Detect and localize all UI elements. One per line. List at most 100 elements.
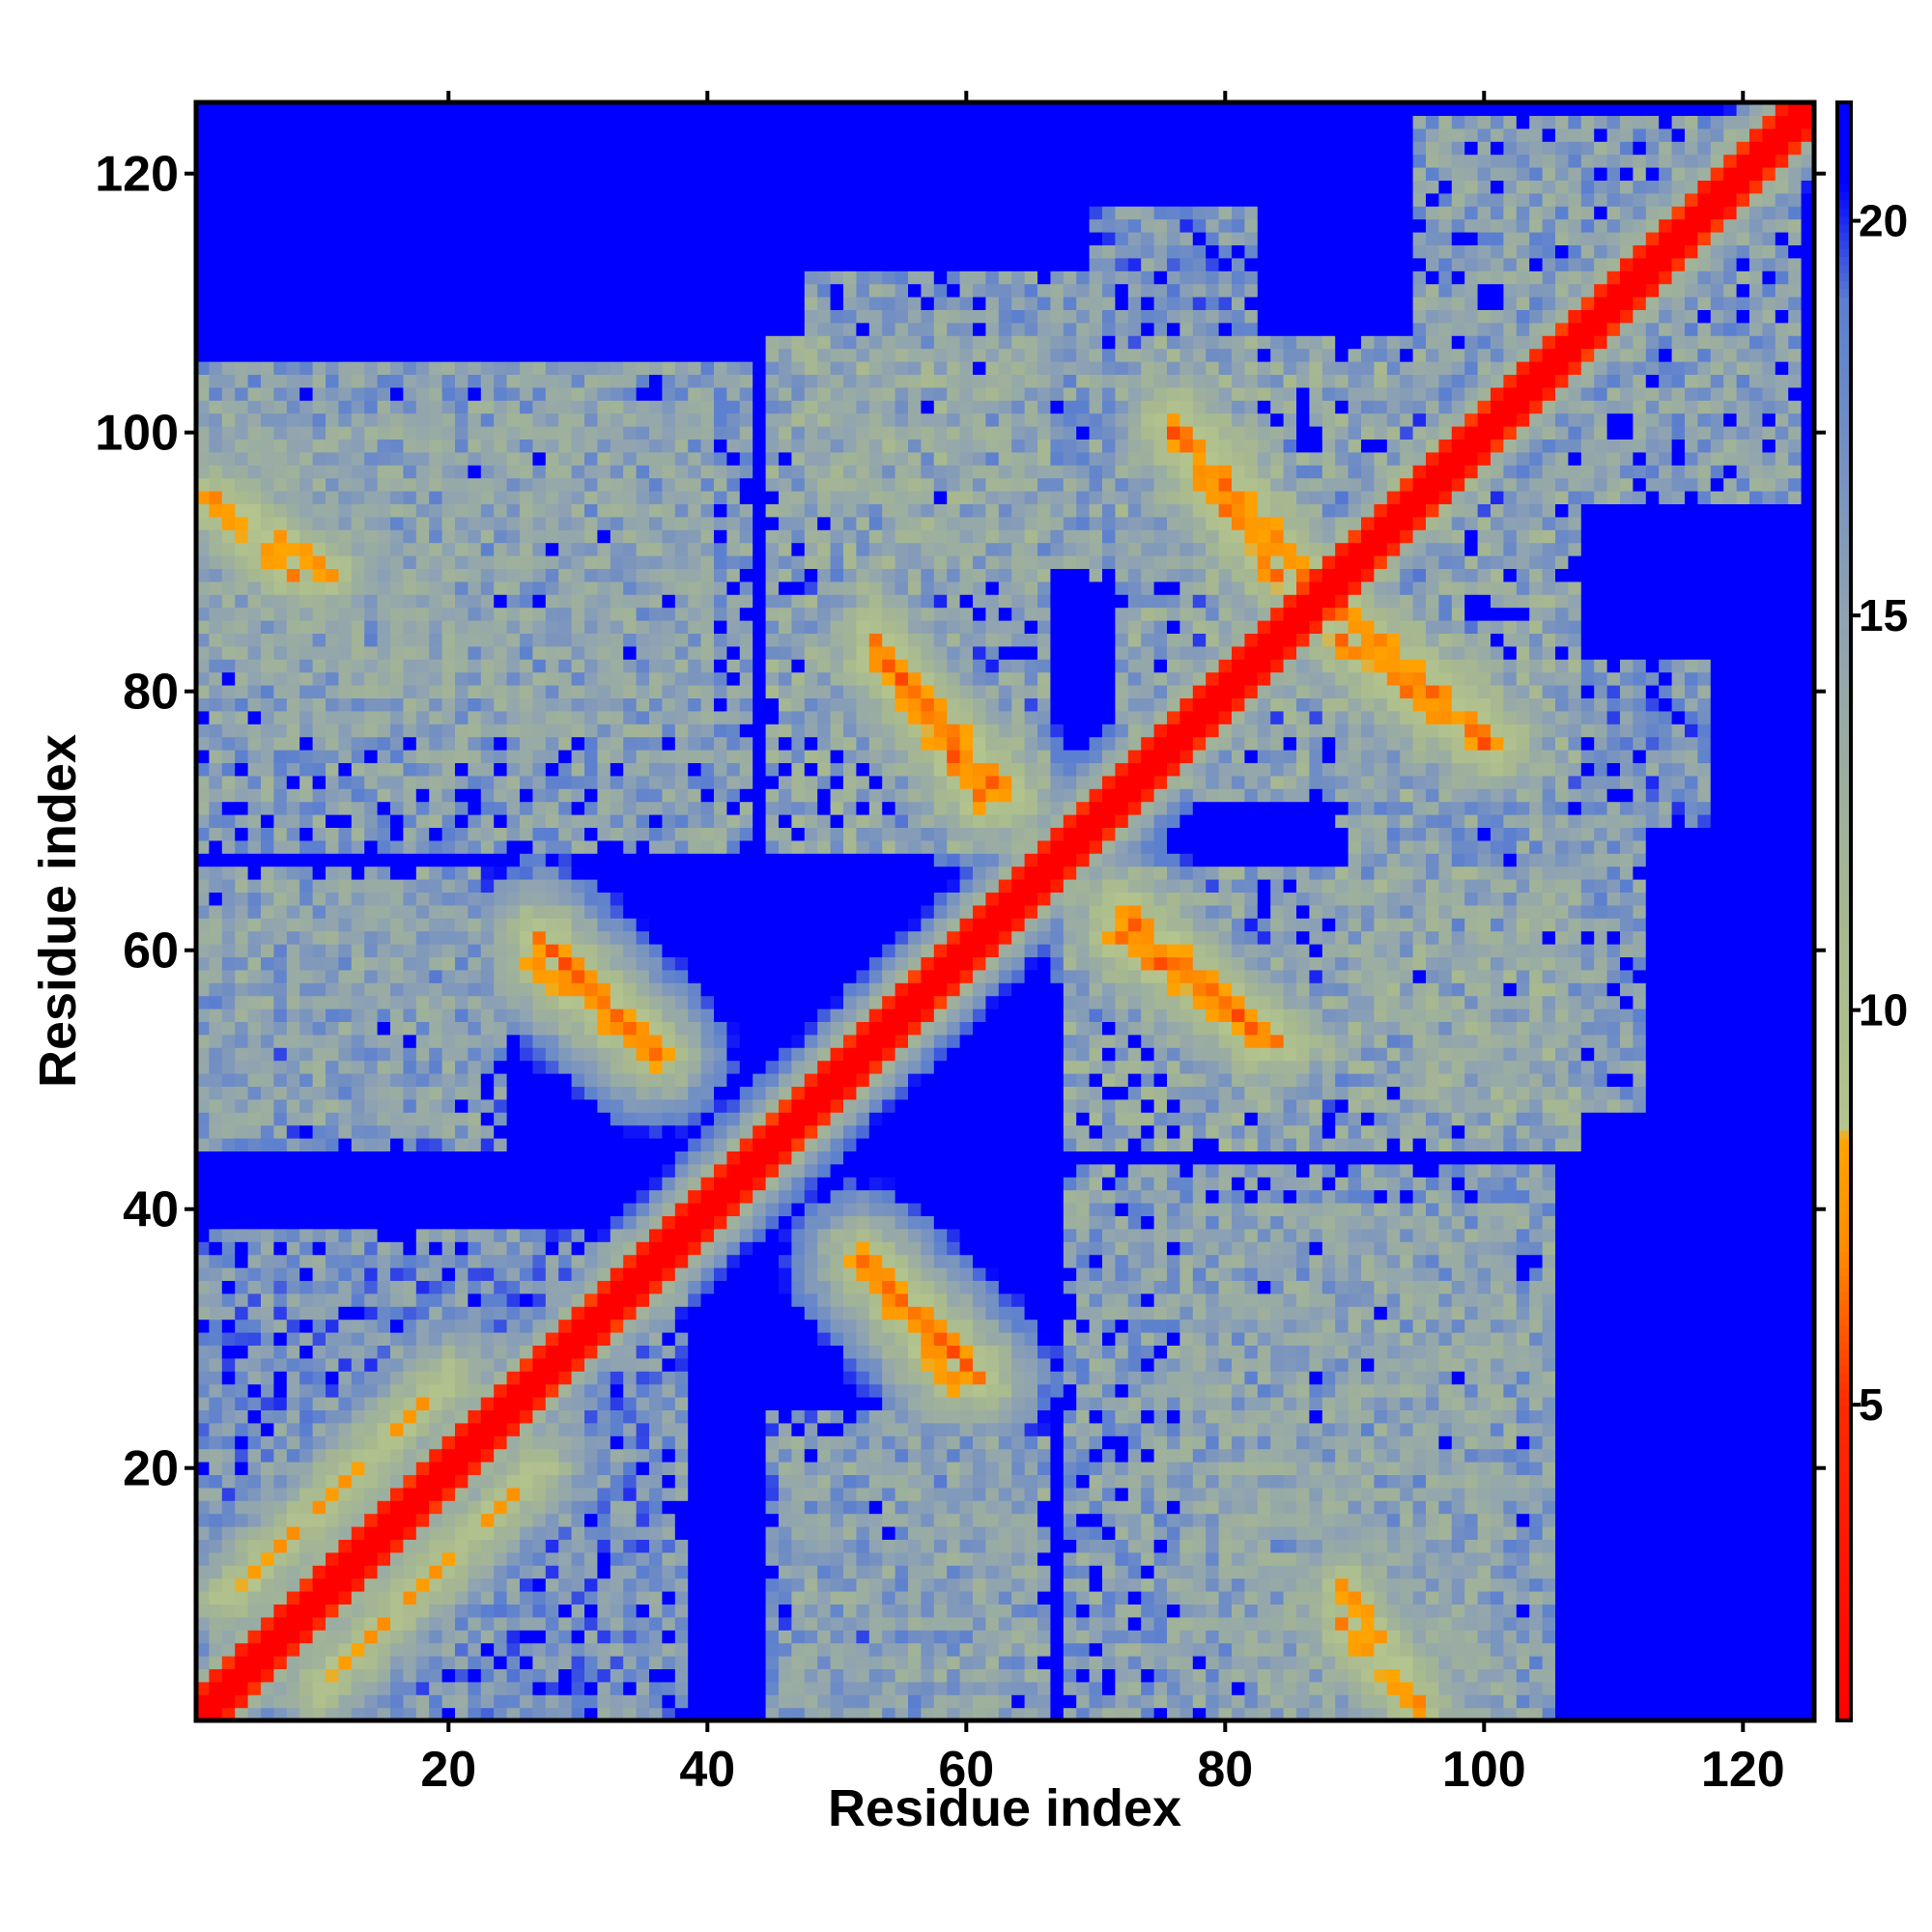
heatmap-cell bbox=[520, 724, 533, 738]
heatmap-cell bbox=[558, 1280, 573, 1294]
heatmap-cell bbox=[273, 542, 288, 556]
heatmap-cell bbox=[494, 167, 508, 181]
heatmap-cell bbox=[351, 386, 365, 401]
heatmap-cell bbox=[506, 1073, 521, 1087]
heatmap-cell bbox=[299, 218, 314, 233]
heatmap-cell bbox=[545, 439, 559, 453]
heatmap-cell bbox=[688, 982, 702, 997]
heatmap-cell bbox=[390, 1021, 404, 1036]
heatmap-cell bbox=[312, 1189, 327, 1204]
heatmap-cell bbox=[390, 1357, 404, 1372]
heatmap-cell bbox=[261, 1474, 274, 1489]
heatmap-cell bbox=[610, 309, 624, 324]
heatmap-cell bbox=[415, 232, 430, 245]
heatmap-cell bbox=[597, 322, 611, 336]
heatmap-cell bbox=[299, 1448, 314, 1463]
heatmap-cell bbox=[532, 581, 547, 595]
heatmap-cell bbox=[532, 192, 547, 207]
heatmap-cell bbox=[688, 400, 702, 414]
heatmap-cell bbox=[468, 814, 482, 828]
heatmap-cell bbox=[623, 348, 638, 362]
heatmap-cell bbox=[326, 892, 339, 906]
heatmap-cell bbox=[351, 982, 365, 997]
heatmap-cell bbox=[390, 1422, 404, 1436]
heatmap-cell bbox=[351, 115, 365, 129]
heatmap-cell bbox=[273, 1345, 288, 1359]
heatmap-cell bbox=[441, 244, 456, 259]
heatmap-cell bbox=[351, 1163, 365, 1178]
heatmap-cell bbox=[597, 192, 611, 207]
heatmap-cell bbox=[364, 1112, 379, 1126]
heatmap-cell bbox=[196, 995, 210, 1009]
heatmap-cell bbox=[286, 1656, 300, 1669]
heatmap-cell bbox=[688, 1462, 702, 1475]
heatmap-cell bbox=[480, 1487, 495, 1501]
heatmap-cell bbox=[597, 1086, 611, 1100]
heatmap-cell bbox=[415, 1448, 430, 1463]
heatmap-cell bbox=[351, 1177, 365, 1191]
heatmap-cell bbox=[674, 1604, 689, 1618]
heatmap-cell bbox=[221, 1241, 236, 1256]
heatmap-cell bbox=[494, 645, 508, 660]
heatmap-cell bbox=[286, 1086, 300, 1100]
heatmap-cell bbox=[415, 412, 430, 427]
heatmap-cell bbox=[571, 1357, 585, 1372]
heatmap-cell bbox=[326, 477, 339, 492]
heatmap-cell bbox=[636, 1073, 650, 1087]
heatmap-cell bbox=[235, 1293, 249, 1307]
heatmap-cell bbox=[377, 1357, 391, 1372]
heatmap-cell bbox=[584, 426, 598, 440]
heatmap-cell bbox=[338, 685, 353, 698]
heatmap-cell bbox=[468, 503, 482, 518]
heatmap-cell bbox=[247, 659, 262, 673]
heatmap-cell bbox=[377, 1435, 391, 1450]
heatmap-cell bbox=[506, 775, 521, 789]
heatmap-cell bbox=[480, 1681, 495, 1695]
heatmap-cell bbox=[429, 555, 443, 569]
heatmap-cell bbox=[545, 1383, 559, 1398]
heatmap-cell bbox=[364, 1474, 379, 1489]
heatmap-cell bbox=[649, 1435, 663, 1450]
heatmap-cell bbox=[623, 491, 638, 504]
heatmap-cell bbox=[494, 335, 508, 350]
heatmap-cell bbox=[506, 607, 521, 621]
heatmap-cell bbox=[468, 361, 482, 375]
heatmap-cell bbox=[403, 1591, 417, 1605]
heatmap-cell bbox=[221, 827, 236, 841]
heatmap-cell bbox=[468, 1293, 482, 1307]
heatmap-cell bbox=[597, 1151, 611, 1165]
heatmap-cell bbox=[480, 1073, 495, 1087]
heatmap-cell bbox=[247, 1707, 262, 1721]
heatmap-cell bbox=[636, 1526, 650, 1540]
heatmap-cell bbox=[235, 542, 249, 556]
heatmap-cell bbox=[584, 180, 598, 194]
heatmap-cell bbox=[558, 1526, 573, 1540]
heatmap-cell bbox=[480, 904, 495, 919]
heatmap-cell bbox=[312, 659, 327, 673]
heatmap-cell bbox=[299, 918, 314, 932]
heatmap-cell bbox=[351, 594, 365, 609]
heatmap-cell bbox=[326, 206, 339, 220]
heatmap-cell bbox=[506, 232, 521, 245]
heatmap-cell bbox=[221, 400, 236, 414]
heatmap-cell bbox=[674, 1332, 689, 1346]
heatmap-cell bbox=[597, 750, 611, 763]
heatmap-cell bbox=[299, 866, 314, 880]
heatmap-cell bbox=[247, 1474, 262, 1489]
heatmap-cell bbox=[688, 581, 702, 595]
heatmap-cell bbox=[235, 322, 249, 336]
heatmap-cell bbox=[299, 620, 314, 634]
heatmap-cell bbox=[403, 1124, 417, 1139]
heatmap-cell bbox=[584, 1345, 598, 1359]
heatmap-cell bbox=[273, 581, 288, 595]
heatmap-cell bbox=[377, 439, 391, 453]
heatmap-cell bbox=[403, 154, 417, 168]
heatmap-cell bbox=[286, 154, 300, 168]
heatmap-cell bbox=[674, 1319, 689, 1333]
heatmap-cell bbox=[636, 206, 650, 220]
heatmap-cell bbox=[480, 1604, 495, 1618]
heatmap-cell bbox=[532, 491, 547, 504]
heatmap-cell bbox=[351, 555, 365, 569]
heatmap-cell bbox=[273, 1280, 288, 1294]
heatmap-cell bbox=[688, 322, 702, 336]
